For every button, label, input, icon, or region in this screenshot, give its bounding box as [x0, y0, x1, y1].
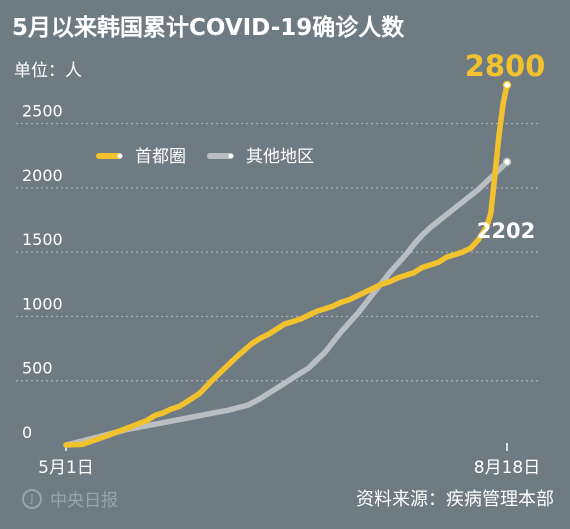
brand-logo: J 中央日报 [22, 486, 118, 511]
y-tick-label: 0 [22, 423, 32, 442]
end-label-other: 2202 [477, 219, 535, 243]
legend-swatch-dot [117, 153, 123, 159]
y-tick-label: 1500 [22, 230, 63, 249]
y-tick-label: 2000 [22, 166, 63, 185]
series-end-point [502, 157, 512, 167]
series-end-point [502, 80, 512, 90]
legend: 首都圈 其他地区 [96, 147, 314, 167]
chart-title: 5月以来韩国累计COVID-19确诊人数 [12, 15, 405, 41]
unit-label: 单位：人 [14, 61, 82, 81]
grid [16, 122, 540, 382]
end-labels: 2800 2202 [465, 49, 546, 243]
x-tick-label: 8月18日 [474, 458, 540, 478]
legend-swatch-dot [228, 153, 234, 159]
y-axis-ticks: 0 500 1000 1500 2000 2500 [22, 102, 63, 442]
series-line [63, 82, 510, 448]
brand-name: 中央日报 [50, 491, 118, 511]
series-line [63, 159, 510, 448]
legend-label: 其他地区 [246, 147, 314, 167]
x-axis-ticks: 5月1日 8月18日 [38, 443, 540, 478]
y-tick-label: 2500 [22, 102, 63, 121]
legend-label: 首都圈 [135, 147, 186, 167]
x-tick-label: 5月1日 [38, 458, 94, 478]
source-note: 资料来源：疾病管理本部 [356, 489, 554, 510]
series [63, 80, 512, 448]
y-tick-label: 500 [22, 359, 53, 378]
end-label-capital: 2800 [465, 49, 546, 83]
y-tick-label: 1000 [22, 294, 63, 313]
brand-icon: J [22, 488, 42, 509]
